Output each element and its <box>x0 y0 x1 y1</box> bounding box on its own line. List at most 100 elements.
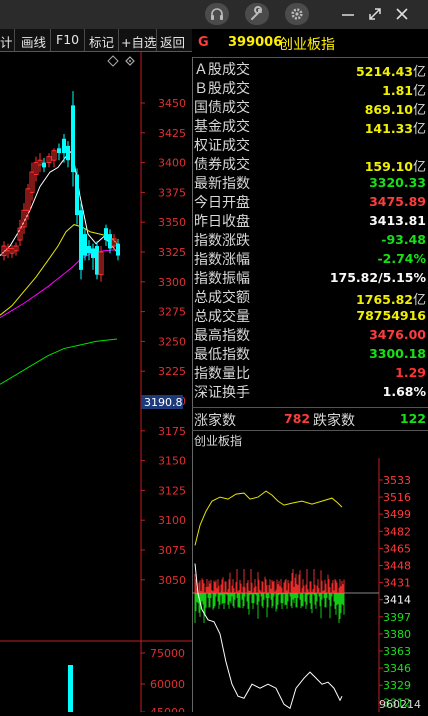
settings-diamond-icon[interactable] <box>125 56 135 66</box>
quote-row-unit: 亿 <box>412 122 426 137</box>
quote-row-label: 基金成交 <box>194 119 250 135</box>
toolbar-item-f10[interactable]: F10 <box>56 32 80 47</box>
quote-row: 债券成交 159.10亿 <box>192 154 428 175</box>
intraday-volume-bars <box>194 569 345 623</box>
quote-header: G 399006 创业板指 <box>192 29 428 58</box>
intraday-tick-label: 3431 <box>383 577 411 590</box>
quote-row-value: 159.10亿 <box>365 156 426 175</box>
candle-body <box>29 171 35 193</box>
quote-row: 最低指数 3300.18 <box>192 344 428 363</box>
quote-row-label: 权证成交 <box>194 138 250 154</box>
quote-row: 总成交量 78754916 <box>192 306 428 325</box>
intraday-tick-label: 3482 <box>383 525 411 538</box>
price-tick-label: 3250 <box>158 335 186 348</box>
quote-row-number: 3475.89 <box>369 194 426 209</box>
price-tick-label: 3275 <box>158 306 186 319</box>
quote-row: 基金成交 141.33亿 <box>192 116 428 137</box>
intraday-title: 创业板指 <box>194 434 243 448</box>
ma-line-green <box>0 338 118 385</box>
intraday-tick-label: 3346 <box>383 662 411 675</box>
candle-body <box>98 251 104 276</box>
decline-label: 跌家数 <box>313 413 355 429</box>
restore-icon[interactable] <box>364 3 386 25</box>
quote-row-value: 78754916 <box>356 308 426 324</box>
quote-row-label: 指数量比 <box>194 366 250 382</box>
quote-row: 昨日收盘 3413.81 <box>192 211 428 230</box>
quote-row: 指数涨幅 -2.74% <box>192 249 428 268</box>
candle-body <box>108 234 112 249</box>
quote-row-label: 指数涨幅 <box>194 252 250 268</box>
ma-line-yellow <box>0 224 118 316</box>
current-price-label: 3190.8 <box>144 396 183 409</box>
candle-body <box>42 162 46 168</box>
candle-body <box>104 228 108 241</box>
candle-body <box>57 148 61 154</box>
intraday-price-lines <box>194 490 343 710</box>
quote-row-number: 3320.33 <box>369 175 426 190</box>
quote-panel: G 399006 创业板指 Ａ股成交 5214.43亿 Ｂ股成交 1.81亿 国债成交 8… <box>192 29 428 712</box>
quote-row-number: 869.10 <box>364 102 413 117</box>
intraday-tick-label: 3380 <box>383 628 411 641</box>
quote-row-value: 141.33亿 <box>365 118 426 137</box>
quote-row-number: 78754916 <box>356 308 426 323</box>
intraday-volume-label: 960214 <box>379 698 421 711</box>
quote-row-value: 175.82/5.15% <box>330 270 426 286</box>
toolbar-item-draw-line[interactable]: 画线 <box>21 35 47 50</box>
candlesticks <box>1 91 120 282</box>
wrench-icon[interactable] <box>245 3 269 25</box>
quote-row-label: Ｂ股成交 <box>194 81 250 97</box>
decline-count: 122 <box>399 411 426 426</box>
toolbar-item-mark[interactable]: 标记 <box>89 35 115 50</box>
advance-label: 涨家数 <box>194 413 236 429</box>
quote-row: Ａ股成交 5214.43亿 <box>192 59 428 80</box>
quote-row-number: 175.82/5.15% <box>329 270 426 285</box>
diamond-icon[interactable] <box>107 55 119 67</box>
index-code: 399006 <box>228 35 283 50</box>
toolbar-divider <box>84 29 85 51</box>
kline-chart[interactable]: 3450 3425 3400 3375 3350 3325 3300 3275 3250 3225… <box>0 52 192 716</box>
quote-row: Ｂ股成交 1.81亿 <box>192 78 428 99</box>
quote-row: 指数涨跌 -93.48 <box>192 230 428 249</box>
volume-bars: 75000 60000 45000 <box>68 647 185 716</box>
quote-row: 深证换手 1.68% <box>192 382 428 401</box>
minimize-icon[interactable] <box>337 3 359 25</box>
toolbar-item-add-watchlist[interactable]: +自选 <box>121 35 157 50</box>
quote-row-label: 今日开盘 <box>194 195 250 211</box>
quote-row-number: -93.48 <box>381 232 426 247</box>
quote-row-number: 3300.18 <box>369 346 426 361</box>
headset-icon[interactable] <box>205 3 229 25</box>
index-name: 创业板指 <box>279 37 335 53</box>
intraday-tick-label: 3448 <box>383 560 411 573</box>
quote-row: 国债成交 869.10亿 <box>192 97 428 118</box>
quote-row-label: 最新指数 <box>194 176 250 192</box>
candle-body <box>46 156 52 164</box>
toolbar-divider <box>50 29 51 51</box>
quote-row: 今日开盘 3475.89 <box>192 192 428 211</box>
intraday-tick-label: 3533 <box>383 474 411 487</box>
intraday-tick-label: 3414 <box>383 594 411 607</box>
candle-body <box>79 210 83 270</box>
gear-icon[interactable] <box>285 3 309 25</box>
quote-row-label: 国债成交 <box>194 100 250 116</box>
price-tick-label: 3225 <box>158 365 186 378</box>
intraday-chart[interactable]: 3533 3516 3499 3482 3465 3448 3431 3414 3397 3380… <box>192 458 428 712</box>
quote-row-unit: 亿 <box>412 293 426 308</box>
quote-row-label: 指数振幅 <box>194 271 250 287</box>
quote-row-unit: 亿 <box>412 160 426 175</box>
price-tick-label: 3325 <box>158 246 186 259</box>
quote-row-value: 3475.89 <box>369 194 426 210</box>
quote-row-label: 昨日收盘 <box>194 214 250 230</box>
quote-row-value: 3476.00 <box>369 327 426 343</box>
close-icon[interactable] <box>391 3 413 25</box>
quote-row-label: 总成交额 <box>194 290 250 306</box>
toolbar-item-calc[interactable]: 计 <box>0 35 13 50</box>
title-bar <box>0 0 428 29</box>
quote-row: 指数量比 1.29 <box>192 363 428 382</box>
price-tick-label: 3125 <box>158 484 186 497</box>
quote-row-number: 3476.00 <box>369 327 426 342</box>
quote-row-number: 159.10 <box>364 159 413 174</box>
quote-row-number: 3413.81 <box>369 213 426 228</box>
price-tick-label: 3425 <box>158 127 186 140</box>
toolbar-item-back[interactable]: 返回 <box>160 35 186 50</box>
candle-body <box>51 150 57 161</box>
